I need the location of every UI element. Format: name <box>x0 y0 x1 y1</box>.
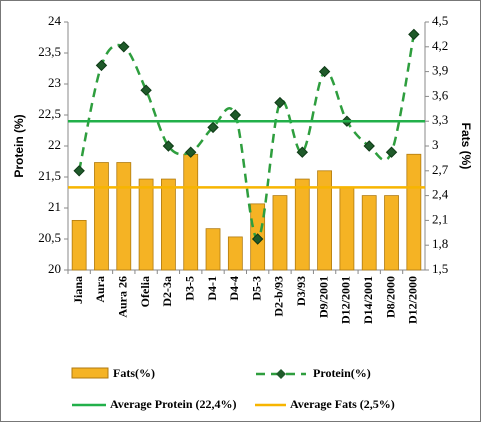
x-tick-label: D5-3 <box>249 276 263 301</box>
x-tick-label: D14/2001 <box>361 276 375 324</box>
legend-label: Fats(%) <box>113 366 155 380</box>
bar <box>71 219 87 271</box>
x-tick-label: D3-5 <box>182 276 196 301</box>
y-tick-label: 20 <box>48 261 61 276</box>
y2-tick-label: 3 <box>432 137 439 152</box>
x-tick-label: Jiana <box>71 276 85 304</box>
point <box>363 140 375 152</box>
y-tick-label: 23,5 <box>38 44 61 59</box>
bar <box>116 162 132 271</box>
x-tick-label: D3/93 <box>294 276 308 306</box>
x-tick-label: D2-3a <box>160 276 174 307</box>
y2-tick-label: 3,9 <box>432 63 448 78</box>
bar <box>161 178 176 271</box>
legend-label: Average Protein (22,4%) <box>110 397 237 411</box>
bar <box>339 186 355 271</box>
x-tick-label: Aura <box>93 276 107 303</box>
legend-swatch <box>71 367 109 379</box>
point <box>118 41 130 53</box>
legend-label: Average Fats (2,5%) <box>290 397 395 411</box>
bar <box>227 236 243 271</box>
y2-tick-label: 4,2 <box>432 38 448 53</box>
point <box>73 165 85 177</box>
x-tick-label: D8/2000 <box>383 276 397 318</box>
y2-tick-label: 3,6 <box>432 87 449 102</box>
x-tick-label: D9/2001 <box>316 276 330 318</box>
x-tick-label: D4-1 <box>205 276 219 301</box>
y-tick-label: 20,5 <box>38 230 61 245</box>
y2-axis-label: Fats (%) <box>459 123 473 170</box>
point <box>318 65 331 78</box>
x-tick-label: D12/2001 <box>339 276 353 324</box>
y2-tick-label: 1,5 <box>432 261 448 276</box>
y2-tick-label: 2,4 <box>432 187 449 202</box>
point <box>296 146 308 158</box>
x-tick-label: D4-4 <box>227 276 241 301</box>
y-tick-label: 21 <box>48 199 61 214</box>
y2-tick-label: 3,3 <box>432 112 448 127</box>
point <box>207 121 219 134</box>
point <box>95 59 108 72</box>
y-tick-label: 22 <box>48 137 61 152</box>
bar <box>384 195 399 271</box>
y-axis-label: Protein (%) <box>12 114 26 177</box>
y-tick-label: 21,5 <box>38 168 61 183</box>
x-tick-label: D12/2000 <box>406 276 420 324</box>
bar <box>94 162 109 271</box>
y-tick-label: 24 <box>48 13 62 28</box>
x-tick-label: D2-b/93 <box>272 276 286 317</box>
x-tick-label: Aura 26 <box>116 276 130 318</box>
y-tick-label: 22,5 <box>38 106 61 121</box>
y2-tick-label: 2,7 <box>432 162 449 177</box>
bar <box>138 178 154 271</box>
y2-tick-label: 2,1 <box>432 211 448 226</box>
x-tick-label: Ofelia <box>138 276 152 307</box>
bar <box>294 178 310 271</box>
point <box>140 84 152 96</box>
point <box>274 96 286 109</box>
legend-label: Protein(%) <box>313 366 371 380</box>
legend-swatch <box>276 369 286 379</box>
y2-tick-label: 1,8 <box>432 236 448 251</box>
bar <box>406 153 422 271</box>
point <box>185 146 197 158</box>
bar <box>361 195 377 271</box>
bar <box>205 228 221 271</box>
y-tick-label: 23 <box>48 75 61 90</box>
bar <box>183 153 199 271</box>
y2-tick-label: 4,5 <box>432 13 448 28</box>
point <box>251 233 264 245</box>
point <box>162 140 175 152</box>
point <box>385 146 398 158</box>
bar <box>272 195 288 271</box>
bar <box>317 170 332 271</box>
point <box>408 28 420 41</box>
